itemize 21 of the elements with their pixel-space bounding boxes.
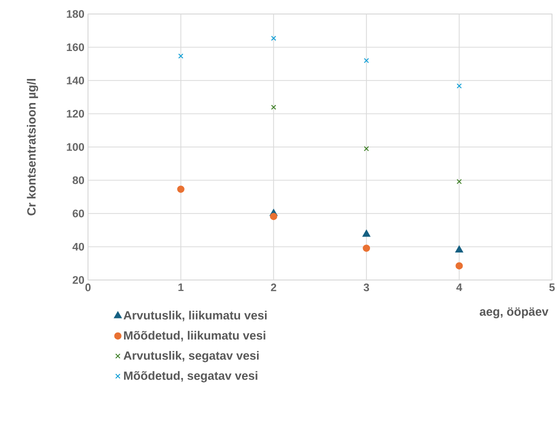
y-tick-label: 120 bbox=[66, 110, 84, 118]
x-tick-label: 1 bbox=[178, 284, 184, 292]
x-axis-title: aeg, ööpäev bbox=[480, 307, 548, 318]
y-tick-label: 60 bbox=[72, 210, 84, 218]
x-tick-label: 0 bbox=[85, 284, 91, 292]
y-axis-title: Cr kontsentratsioon µg/l bbox=[26, 78, 38, 216]
y-tick-label: 20 bbox=[72, 276, 84, 284]
legend-label: Mõõdetud, liikumatu vesi bbox=[124, 330, 266, 342]
y-tick-label: 140 bbox=[66, 76, 84, 84]
x-tick-label: 3 bbox=[364, 284, 370, 292]
y-tick-label: 160 bbox=[66, 43, 84, 52]
x-tick-label: 5 bbox=[549, 284, 555, 292]
y-tick-label: 40 bbox=[72, 242, 84, 251]
x-tick-label: 4 bbox=[456, 284, 462, 292]
y-tick-label: 180 bbox=[66, 10, 84, 18]
legend-label: Arvutuslik, liikumatu vesi bbox=[124, 310, 267, 322]
y-tick-label: 100 bbox=[66, 143, 84, 151]
y-tick-label: 80 bbox=[72, 176, 84, 184]
legend-label: Arvutuslik, segatav vesi bbox=[124, 351, 259, 362]
x-tick-label: 2 bbox=[270, 284, 276, 292]
legend-label: Mõõdetud, segatav vesi bbox=[124, 371, 258, 382]
